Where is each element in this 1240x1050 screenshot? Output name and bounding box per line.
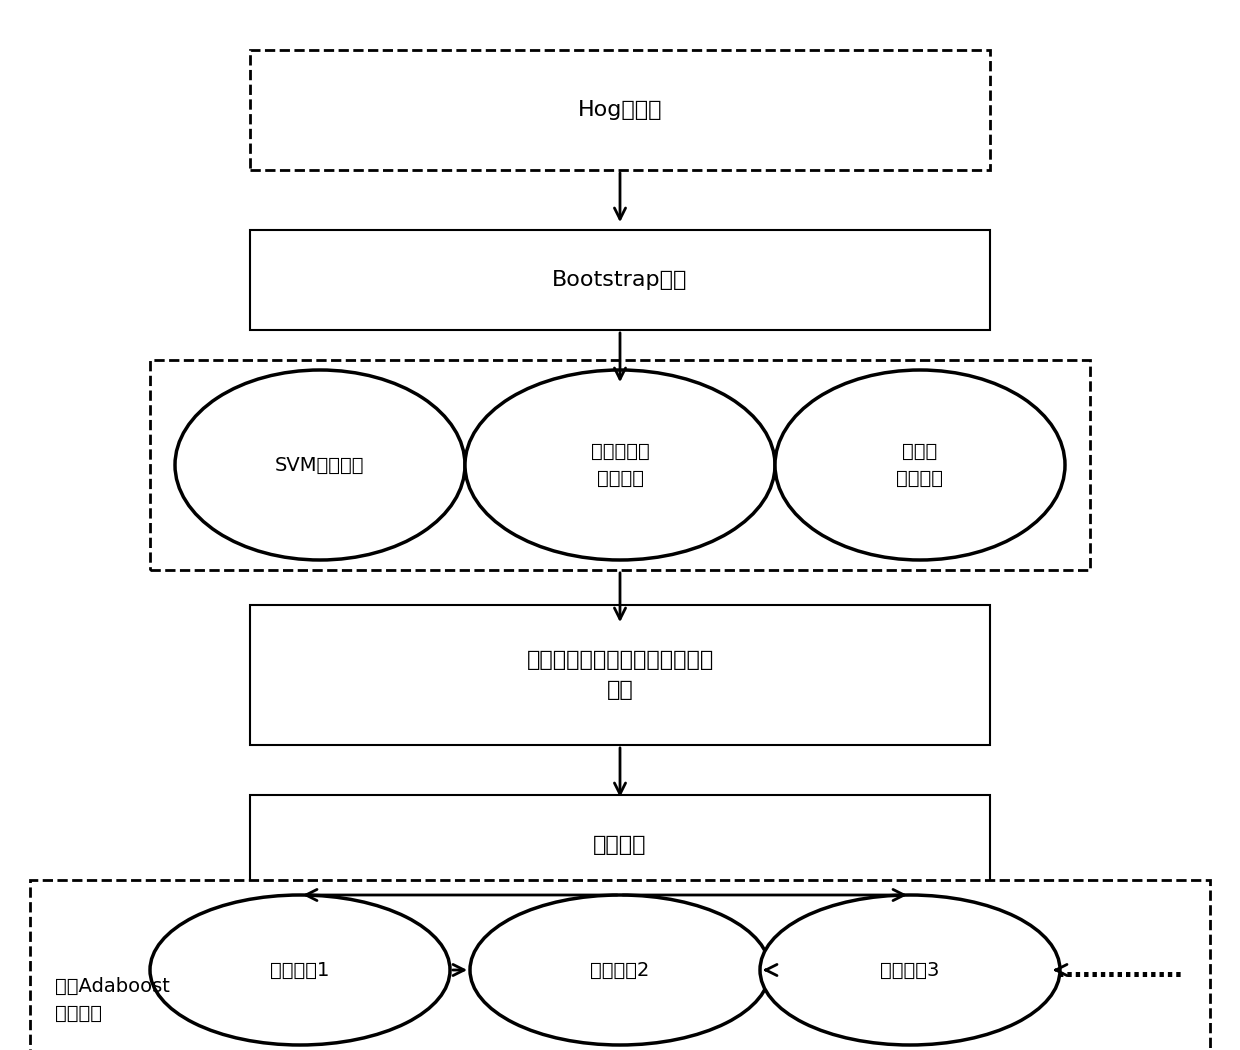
Text: 选择在测试集上正确率最高的分
类器: 选择在测试集上正确率最高的分 类器 [526, 650, 714, 699]
Text: 弱分类器1: 弱分类器1 [270, 961, 330, 980]
Text: 弱分类器3: 弱分类器3 [880, 961, 940, 980]
Ellipse shape [760, 895, 1060, 1045]
Bar [250, 230, 990, 330]
Bar [250, 50, 990, 170]
Ellipse shape [470, 895, 770, 1045]
Bar [30, 880, 1210, 1050]
Ellipse shape [150, 895, 450, 1045]
Text: ……………: …………… [1058, 958, 1183, 982]
Text: Hog特征集: Hog特征集 [578, 100, 662, 120]
Text: 更新权重: 更新权重 [593, 835, 647, 855]
Ellipse shape [775, 370, 1065, 560]
Ellipse shape [175, 370, 465, 560]
Text: 弱分类器2: 弱分类器2 [590, 961, 650, 980]
Text: Bootstrap抽样: Bootstrap抽样 [552, 270, 688, 290]
Text: 多层感知机
弱分类器: 多层感知机 弱分类器 [590, 442, 650, 488]
Bar [250, 605, 990, 746]
Text: 异质Adaboost
强分类器: 异质Adaboost 强分类器 [55, 978, 170, 1023]
Ellipse shape [465, 370, 775, 560]
Text: 决策树
弱分类器: 决策树 弱分类器 [897, 442, 944, 488]
Text: SVM弱分类器: SVM弱分类器 [275, 456, 365, 475]
Bar [150, 360, 1090, 570]
Bar [250, 795, 990, 895]
